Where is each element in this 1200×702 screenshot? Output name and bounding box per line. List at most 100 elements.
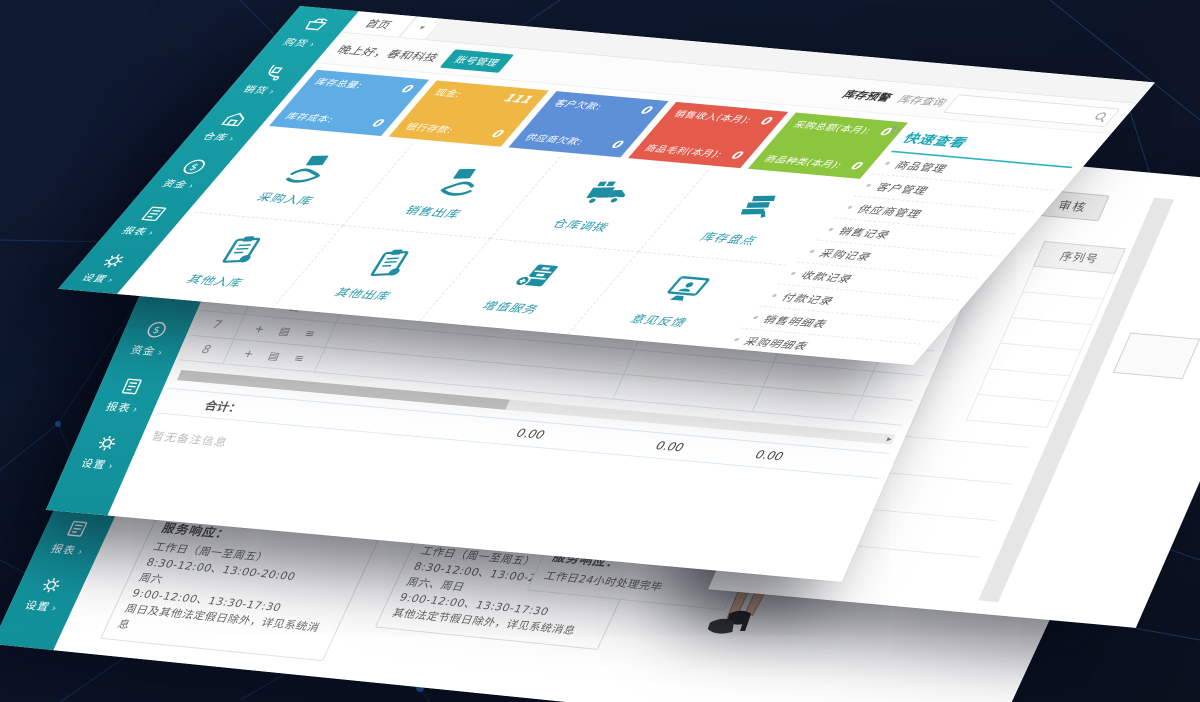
quick-view-label: 商品管理 xyxy=(892,159,951,175)
action-label: 意见反馈 xyxy=(626,313,690,330)
chevron-icon: › xyxy=(49,603,60,615)
stat-value: 0 xyxy=(368,117,387,130)
action-stocktake[interactable]: 库存盘点 xyxy=(638,170,856,266)
quick-view-label: 销售明细表 xyxy=(760,313,832,330)
action-value-added-service[interactable]: 增值服务 xyxy=(420,239,639,335)
row-menu-icon[interactable]: ≡ xyxy=(302,326,318,340)
chevron-icon: › xyxy=(105,461,116,473)
stat-label: 商品种类(本月): xyxy=(761,154,845,171)
bullet-icon xyxy=(790,271,797,276)
sidebar-label: 报表 xyxy=(48,542,79,557)
total-label: 合计： xyxy=(202,398,245,415)
action-other-inbound[interactable]: 其他入库 xyxy=(124,212,343,308)
action-feedback[interactable]: 意见反馈 xyxy=(568,252,786,347)
action-other-outbound[interactable]: 其他出库 xyxy=(272,225,491,322)
other-outbound-icon xyxy=(370,249,409,277)
chevron-icon: › xyxy=(130,404,141,416)
action-label: 其他出库 xyxy=(330,286,394,304)
quick-view-label: 采购记录 xyxy=(816,247,876,263)
table-cell[interactable] xyxy=(863,372,923,400)
stat-value: 0 xyxy=(637,104,656,118)
dollar-icon: $ xyxy=(141,317,173,343)
dashboard-sidebar: 购货› 销货› 仓库› $ 资金› 报表› xyxy=(58,6,359,294)
action-purchase-inbound[interactable]: 采购入库 xyxy=(194,130,413,226)
bullet-icon xyxy=(752,315,759,320)
stat-label: 商品毛利(本月): xyxy=(641,143,725,160)
top-bar: 晚上好，春和科技 账号管理 库存预警 库存查询 xyxy=(314,32,1137,135)
stat-label: 银行存款: xyxy=(402,122,456,136)
action-sales-outbound[interactable]: 销售出库 xyxy=(342,143,561,240)
svg-text:$: $ xyxy=(186,162,201,173)
quick-action-grid: 采购入库 销售出库 仓库调拨 库存盘点 xyxy=(124,130,856,348)
stock-query-label: 库存查询 xyxy=(895,93,950,109)
dashboard-main: 首页 ▾ 晚上好，春和科技 账号管理 库存预警 库存查询 xyxy=(117,11,1156,366)
transfer-truck-icon xyxy=(586,181,626,205)
sidebar-item-settings[interactable]: 设置› xyxy=(60,420,146,482)
sidebar-label: 报表 xyxy=(103,400,134,415)
gear-icon xyxy=(35,572,68,598)
add-row-icon[interactable]: + xyxy=(252,322,267,335)
detached-panel xyxy=(1112,332,1200,380)
stat-value: 0 xyxy=(756,115,776,128)
sidebar-item-settings[interactable]: 设置› xyxy=(58,242,157,294)
sidebar-item-warehouse[interactable]: 仓库› xyxy=(179,100,278,152)
sidebar-item-sales[interactable]: 销货› xyxy=(219,53,318,105)
action-label: 销售出库 xyxy=(401,204,465,221)
copy-row-icon[interactable]: ▤ xyxy=(266,349,282,362)
dashboard-left: 库存总量: 0 库存成本: 0 现金: 111 银行存款: 0 客户欠款: 0 供应商欠款… xyxy=(124,69,908,348)
stat-value: 0 xyxy=(847,160,866,173)
stat-value: 0 xyxy=(488,128,507,141)
row-menu-icon[interactable]: ≡ xyxy=(292,351,307,365)
sidebar-item-funds[interactable]: $ 资金› xyxy=(139,147,238,199)
stock-search xyxy=(943,94,1121,127)
table-cell[interactable] xyxy=(852,396,912,424)
scroll-right-arrow[interactable]: ▸ xyxy=(885,434,894,445)
greeting-text: 晚上好，春和科技 xyxy=(333,43,443,64)
sales-outbound-icon xyxy=(440,168,476,196)
action-label: 其他入库 xyxy=(183,273,247,290)
warehouse-icon xyxy=(215,109,255,131)
sidebar-item-purchase[interactable]: 购货› xyxy=(260,6,359,58)
sidebar-item-funds[interactable]: $ 资金› xyxy=(110,307,196,369)
stat-value: 0 xyxy=(727,149,746,163)
sidebar-label: 设置 xyxy=(79,457,109,472)
stat-value: 0 xyxy=(397,83,417,96)
stat-label: 库存成本: xyxy=(282,111,337,125)
stocktake-icon xyxy=(741,195,777,218)
other-inbound-icon xyxy=(222,236,261,263)
bullet-icon xyxy=(846,205,853,210)
bullet-icon xyxy=(827,227,835,232)
stat-label: 采购总额(本月): xyxy=(790,120,874,137)
bullet-icon xyxy=(865,183,872,188)
sidebar-label: 设置 xyxy=(22,599,53,614)
stat-label: 供应商欠款: xyxy=(522,132,587,148)
sidebar-item-reports[interactable]: 报表› xyxy=(99,194,198,246)
quick-view-label: 供应商管理 xyxy=(854,203,926,220)
bullet-icon xyxy=(884,161,891,165)
copy-row-icon[interactable]: ▤ xyxy=(277,324,293,338)
svg-text:$: $ xyxy=(151,325,162,336)
chevron-icon: › xyxy=(155,348,165,359)
remark-placeholder: 暂无备注信息 xyxy=(149,429,231,450)
account-settings-button[interactable]: 账号管理 xyxy=(439,48,515,73)
gear-icon xyxy=(91,430,123,456)
sidebar-item-reports[interactable]: 报表› xyxy=(30,506,117,569)
stat-label: 客户欠款: xyxy=(551,98,605,112)
purchase-inbound-icon xyxy=(286,155,330,183)
value-added-service-icon xyxy=(514,264,559,287)
stock-alert-link[interactable]: 库存预警 xyxy=(839,88,895,104)
stat-value: 0 xyxy=(607,139,627,152)
sidebar-item-reports[interactable]: 报表› xyxy=(85,364,171,426)
bullet-icon xyxy=(733,337,740,342)
total-value: 0.00 xyxy=(753,447,786,464)
sidebar-item-settings[interactable]: 设置› xyxy=(4,562,91,625)
quick-view-label: 采购明细表 xyxy=(741,335,813,352)
search-icon[interactable] xyxy=(1088,110,1114,126)
quick-view-label: 客户管理 xyxy=(873,181,932,197)
dashboard-body: 库存总量: 0 库存成本: 0 现金: 111 银行存款: 0 客户欠款: 0 供应商欠款… xyxy=(117,63,1111,366)
stat-label: 现金: xyxy=(431,88,465,100)
add-row-icon[interactable]: + xyxy=(241,346,257,360)
report-icon xyxy=(61,516,94,542)
action-warehouse-transfer[interactable]: 仓库调拨 xyxy=(490,156,709,253)
bullet-icon xyxy=(808,249,816,254)
